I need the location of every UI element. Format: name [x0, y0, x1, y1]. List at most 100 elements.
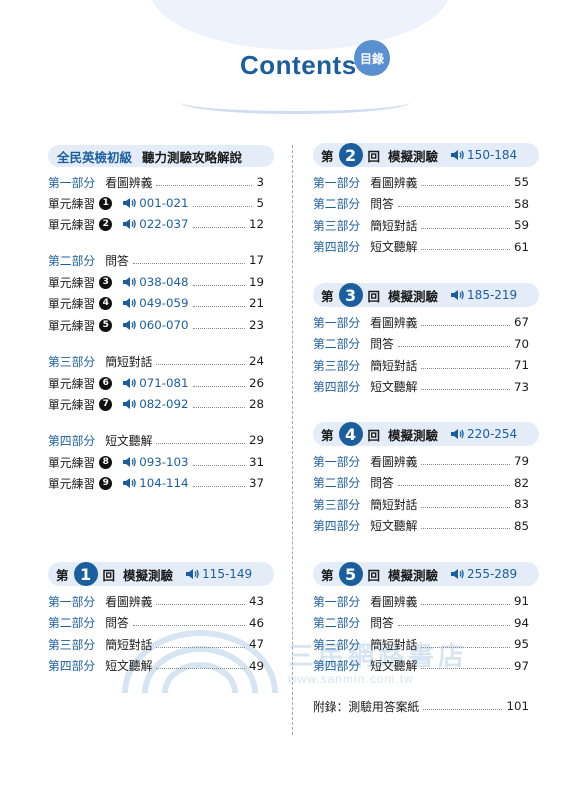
part-title: 問答 [370, 476, 394, 490]
unit-label: 單元練習 [48, 196, 96, 211]
watermark-logo-icon [122, 630, 278, 694]
toc-entry-part[interactable]: 第三部分 簡短對話 24 [48, 351, 264, 371]
round-number-badge: 5 [338, 562, 363, 586]
leader-dots [132, 262, 245, 264]
toc-entry-part[interactable]: 第三部分 簡短對話 47 [48, 634, 264, 654]
toc-entry-part[interactable]: 第三部分 簡短對話 59 [313, 215, 529, 235]
section-banner-strategy: 全民英檢初級 聽力測驗攻略解說 [48, 145, 274, 167]
page-number: 59 [513, 218, 529, 232]
column-divider [292, 145, 293, 735]
toc-entry-part[interactable]: 第四部分 短文聽解 97 [313, 656, 529, 676]
page-number: 94 [513, 615, 529, 630]
unit-number-badge: 9 [99, 476, 113, 490]
leader-dots [423, 708, 503, 710]
part-label: 第三部分 [313, 497, 361, 512]
toc-entry-part[interactable]: 第四部分 短文聽解 85 [313, 516, 529, 536]
toc-entry-part[interactable]: 第二部分 問答 70 [313, 334, 529, 354]
toc-entry-unit[interactable]: 單元練習 8 093-103 31 [48, 452, 264, 472]
unit-label: 單元練習 [48, 397, 96, 412]
toc-entry-unit[interactable]: 單元練習 9 104-114 37 [48, 473, 264, 493]
part-label: 第三部分 [313, 358, 361, 373]
part-title: 短文聽解 [370, 519, 418, 533]
leader-dots [192, 385, 245, 387]
leader-dots [192, 284, 245, 286]
part-title: 看圖辨義 [370, 175, 418, 190]
toc-entry-part[interactable]: 第三部分 簡短對話 83 [313, 494, 529, 514]
unit-number-badge: 8 [99, 455, 113, 469]
leader-dots [421, 646, 510, 648]
unit-label: 單元練習 [48, 275, 96, 290]
toc-entry-part[interactable]: 第一部分 看圖辨義 91 [313, 591, 529, 611]
audio-range: 150-184 [467, 148, 518, 162]
round-suffix: 回 [367, 567, 381, 583]
part-label: 第一部分 [313, 315, 361, 330]
leader-dots [421, 603, 510, 605]
part-label: 第四部分 [48, 433, 96, 448]
toc-entry-part[interactable]: 第三部分 簡短對話 95 [313, 634, 529, 654]
leader-dots [421, 367, 510, 369]
audio-track: 255-289 [450, 567, 517, 581]
unit-label: 單元練習 [48, 318, 96, 333]
speaker-icon [186, 569, 199, 579]
mock-test-name: 模擬測驗 [388, 427, 439, 443]
page-number: 85 [513, 518, 529, 533]
page-number: 23 [248, 318, 264, 332]
toc-entry-unit[interactable]: 單元練習 5 060-070 23 [48, 315, 264, 335]
toc-entry-part[interactable]: 第二部分 問答 46 [48, 613, 264, 633]
toc-entry-part[interactable]: 第四部分 短文聽解 61 [313, 237, 529, 257]
part-label: 第一部分 [48, 175, 96, 190]
audio-range: 082-092 [139, 397, 189, 411]
page-number: 26 [248, 376, 264, 390]
audio-range: 038-048 [139, 275, 189, 289]
speaker-icon [123, 399, 136, 409]
part-title: 問答 [370, 616, 394, 630]
toc-entry-unit[interactable]: 單元練習 2 022-037 12 [48, 214, 264, 234]
part-label: 第四部分 [313, 519, 361, 533]
page-number: 12 [248, 217, 264, 231]
part-title: 短文聽解 [105, 659, 153, 673]
leader-dots [156, 603, 245, 605]
toc-entry-unit[interactable]: 單元練習 1 001-021 5 [48, 193, 264, 213]
toc-entry-part[interactable]: 第二部分 問答 17 [48, 250, 264, 270]
page-number: 70 [513, 336, 529, 351]
audio-range: 255-289 [467, 567, 518, 581]
toc-entry-unit[interactable]: 單元練習 6 071-081 26 [48, 373, 264, 393]
toc-entry-part[interactable]: 第三部分 簡短對話 71 [313, 355, 529, 375]
toc-entry-part[interactable]: 第一部分 看圖辨義 79 [313, 451, 529, 471]
page-number: 71 [513, 358, 529, 372]
unit-number-badge: 5 [99, 318, 113, 332]
toc-entry-part[interactable]: 第四部分 短文聽解 49 [48, 656, 264, 676]
toc-entry-unit[interactable]: 單元練習 7 082-092 28 [48, 394, 264, 414]
round-suffix: 回 [102, 567, 116, 583]
toc-entry-part[interactable]: 第一部分 看圖辨義 67 [313, 312, 529, 332]
page-number: 55 [513, 175, 529, 189]
page-number: 29 [248, 433, 264, 447]
toc-entry-part[interactable]: 第二部分 問答 82 [313, 473, 529, 493]
toc-entry-unit[interactable]: 單元練習 3 038-048 19 [48, 272, 264, 292]
toc-entry-part[interactable]: 第二部分 問答 94 [313, 613, 529, 633]
part-title: 問答 [105, 253, 129, 268]
part-title: 短文聽解 [105, 433, 153, 448]
toc-entry-part[interactable]: 第四部分 短文聽解 73 [313, 377, 529, 397]
toc-entry-unit[interactable]: 單元練習 4 049-059 21 [48, 293, 264, 313]
toc-entry-part[interactable]: 第一部分 看圖辨義 55 [313, 172, 529, 192]
appendix-entry[interactable]: 附錄：測驗用答案紙 101 [313, 696, 529, 716]
leader-dots [192, 464, 245, 466]
toc-entry-part[interactable]: 第一部分 看圖辨義 3 [48, 172, 264, 192]
toc-entry-part[interactable]: 第一部分 看圖辨義 43 [48, 591, 264, 611]
part-title: 短文聽解 [370, 659, 418, 673]
part-title: 簡短對話 [105, 354, 153, 369]
part-title: 看圖辨義 [105, 175, 153, 190]
appendix-title: 附錄：測驗用答案紙 [313, 699, 420, 714]
toc-entry-part[interactable]: 第二部分 問答 58 [313, 194, 529, 214]
round-suffix: 回 [367, 288, 381, 304]
round-suffix: 回 [367, 148, 381, 164]
leader-dots [132, 625, 245, 626]
speaker-icon [123, 378, 136, 388]
part-label: 第一部分 [313, 175, 361, 190]
page-number: 79 [513, 454, 529, 468]
leader-dots [421, 249, 510, 250]
audio-range: 185-219 [467, 288, 518, 302]
toc-entry-part[interactable]: 第四部分 短文聽解 29 [48, 430, 264, 450]
speaker-icon [451, 290, 464, 300]
